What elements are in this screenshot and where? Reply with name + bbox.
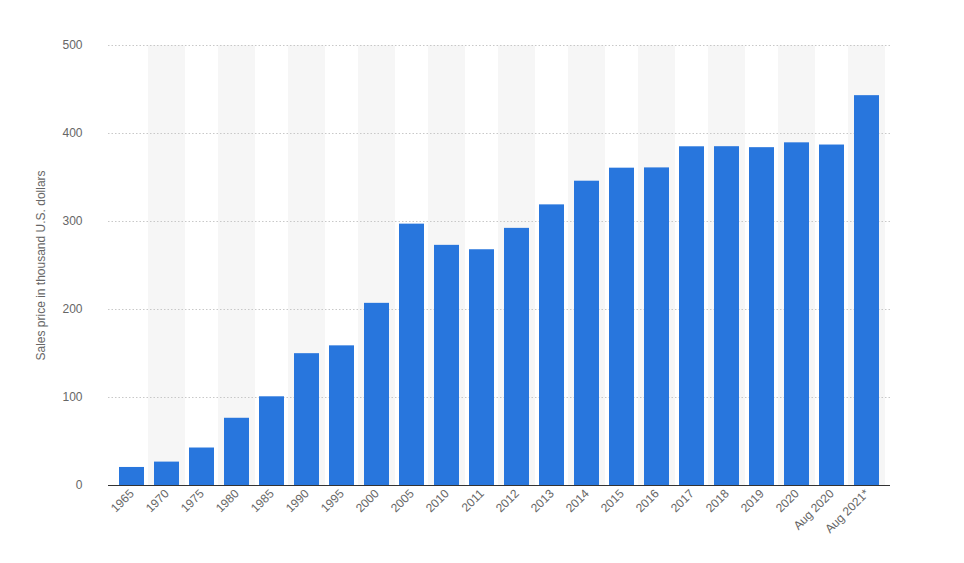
svg-text:2015: 2015 bbox=[598, 486, 627, 515]
svg-text:1985: 1985 bbox=[248, 486, 277, 515]
svg-text:2020: 2020 bbox=[773, 486, 802, 515]
svg-text:2000: 2000 bbox=[353, 486, 382, 515]
svg-text:2013: 2013 bbox=[528, 486, 557, 515]
svg-text:400: 400 bbox=[62, 126, 82, 140]
svg-text:1995: 1995 bbox=[318, 486, 347, 515]
svg-text:300: 300 bbox=[62, 214, 82, 228]
svg-text:Aug 2021*: Aug 2021* bbox=[822, 486, 872, 536]
svg-text:2014: 2014 bbox=[563, 486, 592, 515]
svg-text:2019: 2019 bbox=[738, 486, 767, 515]
svg-text:200: 200 bbox=[62, 302, 82, 316]
svg-text:500: 500 bbox=[62, 38, 82, 52]
svg-text:2016: 2016 bbox=[633, 486, 662, 515]
svg-text:1970: 1970 bbox=[143, 486, 172, 515]
svg-text:100: 100 bbox=[62, 390, 82, 404]
svg-text:2010: 2010 bbox=[423, 486, 452, 515]
svg-text:0: 0 bbox=[76, 478, 83, 492]
svg-text:1980: 1980 bbox=[213, 486, 242, 515]
svg-text:Aug 2020: Aug 2020 bbox=[790, 486, 837, 533]
svg-text:1975: 1975 bbox=[178, 486, 207, 515]
svg-text:2005: 2005 bbox=[388, 486, 417, 515]
svg-text:2011: 2011 bbox=[459, 486, 487, 514]
svg-text:2018: 2018 bbox=[703, 486, 732, 515]
svg-text:1965: 1965 bbox=[108, 486, 137, 515]
svg-text:Sales price in thousand U.S. d: Sales price in thousand U.S. dollars bbox=[34, 170, 48, 360]
svg-text:2012: 2012 bbox=[493, 486, 522, 515]
svg-text:1990: 1990 bbox=[283, 486, 312, 515]
svg-text:2017: 2017 bbox=[668, 486, 697, 515]
